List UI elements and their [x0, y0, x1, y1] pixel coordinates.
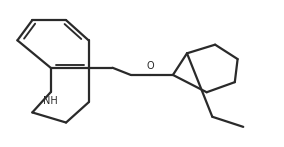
Text: O: O	[147, 61, 154, 71]
Text: O: O	[147, 61, 154, 71]
Text: NH: NH	[43, 96, 58, 106]
